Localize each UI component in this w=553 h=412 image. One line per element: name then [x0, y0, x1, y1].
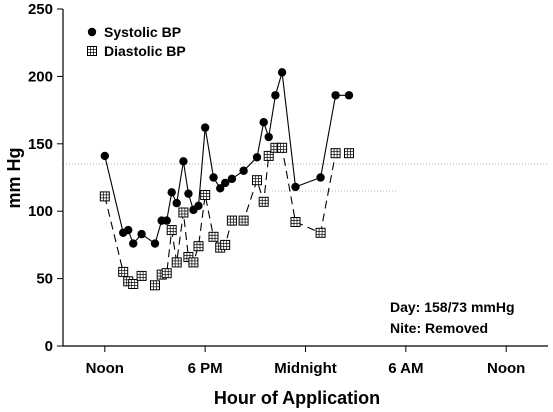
x-tick-label: Noon — [86, 360, 124, 377]
annotation-day: Day: 158/73 mmHg — [390, 299, 515, 315]
diastolic-point — [277, 142, 288, 153]
legend: Systolic BP Diastolic BP — [87, 24, 186, 59]
y-axis-title: mm Hg — [4, 147, 24, 208]
reference-lines — [63, 163, 548, 192]
y-ticks: 0 50 100 150 200 250 — [28, 1, 63, 355]
systolic-point — [227, 174, 237, 184]
legend-systolic-label: Systolic BP — [104, 24, 181, 40]
systolic-point — [209, 173, 218, 182]
systolic-point — [100, 151, 110, 161]
systolic-point — [216, 184, 225, 193]
x-ticks: Noon 6 PM Midnight 6 AM Noon — [86, 346, 525, 377]
systolic-point — [344, 91, 354, 100]
systolic-point — [271, 91, 280, 100]
series-layer — [99, 68, 354, 291]
systolic-point — [259, 118, 268, 127]
diastolic-point — [193, 241, 204, 252]
x-tick-label: 6 AM — [388, 360, 423, 377]
y-tick-label: 250 — [28, 1, 53, 18]
systolic-point — [291, 182, 300, 192]
diastolic-point — [136, 270, 147, 281]
diastolic-point — [208, 231, 219, 242]
systolic-point — [221, 178, 230, 188]
x-axis-title: Hour of Application — [214, 388, 380, 408]
systolic-point — [331, 91, 340, 100]
systolic-point — [162, 216, 171, 225]
systolic-point — [179, 157, 188, 166]
y-tick-label: 0 — [45, 338, 53, 355]
diastolic-point — [290, 217, 301, 227]
y-tick-label: 150 — [28, 136, 53, 153]
annotation-nite: Nite: Removed — [390, 320, 488, 336]
diastolic-point — [171, 257, 182, 268]
systolic-point — [316, 173, 325, 182]
systolic-point — [194, 201, 203, 211]
diastolic-point — [128, 279, 139, 289]
diastolic-point — [161, 268, 172, 279]
diastolic-point — [315, 227, 326, 238]
y-tick-label: 200 — [28, 68, 53, 85]
systolic-point — [124, 225, 133, 235]
diastolic-point — [166, 225, 177, 236]
x-tick-label: Midnight — [274, 360, 336, 377]
diastolic-point — [220, 239, 231, 250]
legend-systolic-marker — [87, 27, 97, 37]
systolic-point — [252, 153, 262, 162]
series-diastolic — [99, 142, 354, 291]
y-tick-label: 100 — [28, 203, 53, 220]
y-tick-label: 50 — [36, 271, 53, 288]
systolic-point — [200, 123, 210, 132]
diastolic-point — [200, 190, 211, 200]
diastolic-point — [150, 280, 160, 291]
systolic-point — [150, 239, 160, 248]
diastolic-point — [252, 175, 262, 186]
diastolic-point — [263, 150, 274, 161]
systolic-point — [184, 189, 193, 198]
systolic-point — [239, 166, 248, 175]
diastolic-point — [258, 196, 269, 207]
legend-diastolic-label: Diastolic BP — [104, 43, 186, 59]
diastolic-point — [99, 191, 110, 202]
x-tick-label: 6 PM — [188, 360, 223, 377]
diastolic-point — [178, 207, 189, 218]
legend-diastolic-marker — [87, 46, 97, 56]
diastolic-point — [330, 148, 341, 159]
systolic-point — [137, 229, 146, 239]
diastolic-point — [188, 257, 199, 268]
systolic-point — [129, 239, 138, 248]
series-systolic — [100, 68, 354, 248]
diastolic-point — [344, 148, 354, 159]
axes — [62, 9, 548, 347]
diastolic-point — [226, 215, 237, 226]
systolic-point — [264, 132, 273, 142]
systolic-point — [172, 198, 181, 208]
diastolic-point — [118, 266, 129, 277]
systolic-point — [277, 68, 287, 77]
diastolic-point — [238, 215, 249, 226]
x-tick-label: Noon — [487, 360, 525, 377]
systolic-point — [167, 188, 176, 197]
